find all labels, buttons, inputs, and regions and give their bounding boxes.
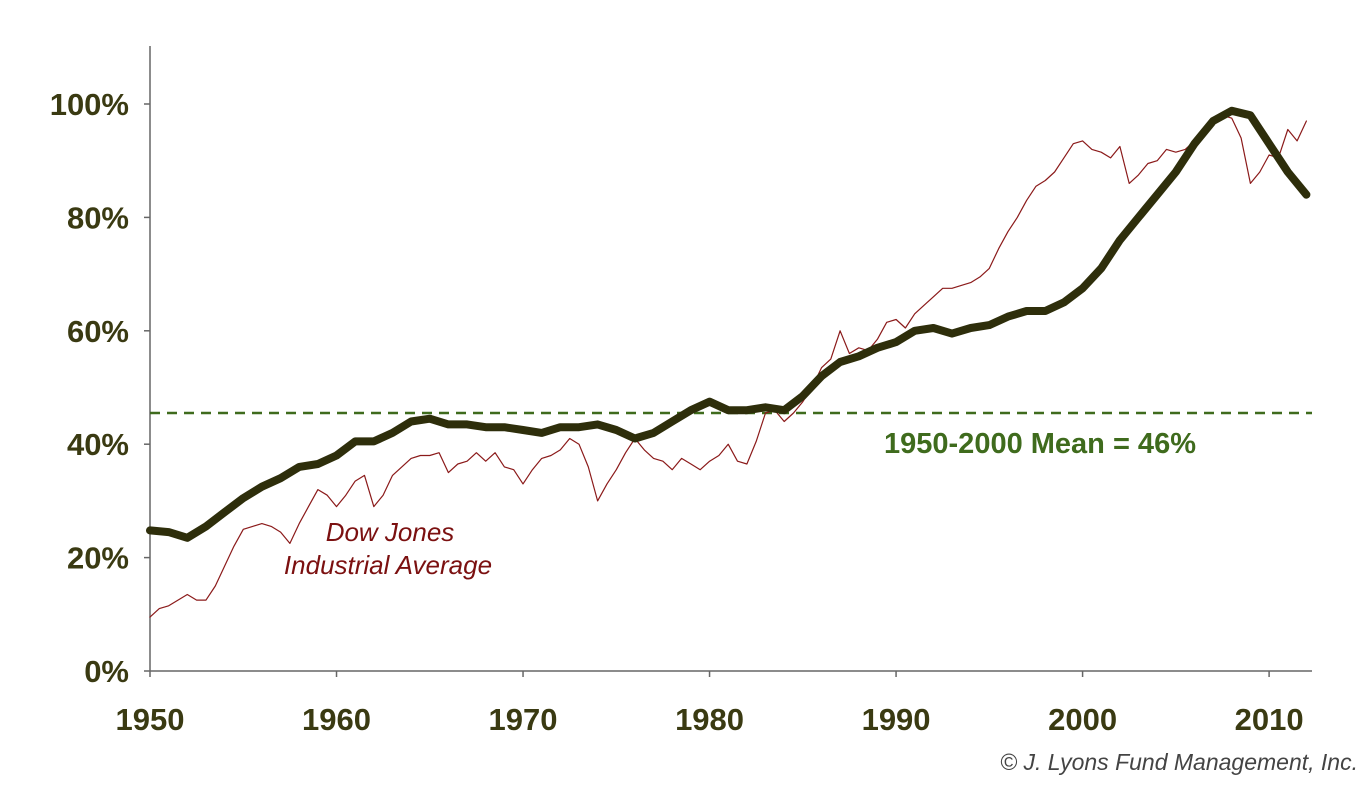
y-tick-label: 40% (67, 427, 129, 462)
x-tick-label: 1950 (116, 702, 185, 737)
x-ticks: 1950 1960 1970 1980 1990 2000 2010 (116, 671, 1304, 737)
axes (149, 46, 1312, 672)
x-tick-label: 1960 (302, 702, 371, 737)
y-ticks: 0% 20% 40% 60% 80% 100% (50, 87, 150, 689)
x-tick-label: 1980 (675, 702, 744, 737)
dow-series-label-line-1: Dow Jones (326, 517, 455, 547)
dow-jones-series-line (149, 114, 1307, 618)
labels-group: Dow Jones Industrial Average 1950-2000 M… (284, 428, 1358, 775)
y-tick-label: 0% (84, 654, 129, 689)
series-group (146, 106, 1311, 618)
copyright-text: © J. Lyons Fund Management, Inc. (1000, 749, 1358, 775)
y-tick-label: 100% (50, 87, 129, 122)
x-tick-label: 2000 (1048, 702, 1117, 737)
mean-line-label: 1950-2000 Mean = 46% (884, 428, 1196, 460)
y-tick-label: 60% (67, 314, 129, 349)
y-tick-label: 20% (67, 541, 129, 576)
x-tick-label: 1990 (862, 702, 931, 737)
x-tick-label: 2010 (1235, 702, 1304, 737)
main-series-line (146, 106, 1311, 542)
x-tick-label: 1970 (489, 702, 558, 737)
y-tick-label: 80% (67, 200, 129, 235)
dow-series-label-line-2: Industrial Average (284, 550, 492, 580)
